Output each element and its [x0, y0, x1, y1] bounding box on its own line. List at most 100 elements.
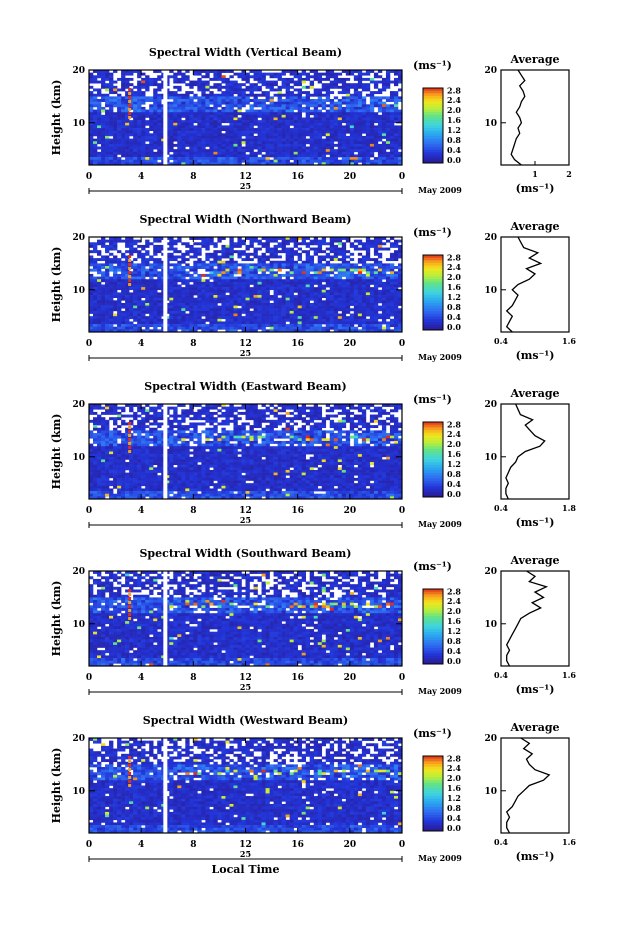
heatmap-cell [89, 135, 94, 139]
heatmap-cell [157, 250, 162, 254]
heatmap-cell [213, 289, 218, 293]
heatmap-cell [221, 109, 226, 113]
heatmap-cell [113, 308, 118, 312]
heatmap-cell [241, 99, 246, 102]
heatmap-cell [313, 70, 319, 73]
heatmap-cell [337, 268, 343, 272]
heatmap-cell [209, 141, 214, 145]
heatmap-cell [117, 260, 122, 264]
heatmap-cell [249, 138, 254, 142]
heatmap-cell [393, 133, 399, 137]
heatmap-cell [93, 96, 98, 100]
heatmap-cell [281, 128, 286, 131]
heatmap-cell [301, 70, 306, 73]
heatmap-cell [389, 273, 395, 277]
heatmap-cell [217, 93, 222, 97]
heatmap-cell [381, 308, 387, 312]
heatmap-cell [353, 122, 359, 126]
heatmap-cell [89, 106, 94, 110]
heatmap-cell [265, 99, 270, 102]
heatmap-cell [237, 255, 242, 259]
heatmap-cell [173, 271, 178, 275]
heatmap-cell [173, 281, 178, 285]
heatmap-cell [289, 112, 294, 116]
heatmap-cell [149, 112, 154, 116]
heatmap-cell [329, 289, 335, 293]
heatmap-cell [253, 237, 258, 240]
heatmap-cell [245, 247, 250, 251]
heatmap-cell [185, 281, 190, 285]
heatmap-cell [233, 146, 238, 150]
heatmap-cell [305, 85, 310, 89]
heatmap-cell [193, 130, 198, 134]
heatmap-cell [317, 130, 323, 134]
heatmap-cell [257, 133, 262, 137]
heatmap-cell [269, 109, 274, 113]
heatmap-cell [373, 101, 379, 105]
heatmap-cell [245, 125, 250, 129]
heatmap-cell [265, 93, 270, 97]
heatmap-cell [141, 276, 146, 280]
heatmap-cell [273, 250, 278, 254]
heatmap-cell [185, 117, 190, 121]
heatmap-cell [233, 130, 238, 134]
heatmap-cell [193, 250, 198, 254]
heatmap-cell [285, 91, 290, 95]
heatmap-cell [321, 242, 327, 246]
heatmap-cell [261, 263, 266, 267]
heatmap-cell [205, 242, 210, 246]
heatmap-cell [221, 292, 226, 296]
heatmap-cell [209, 308, 214, 312]
heatmap-cell [285, 138, 290, 142]
heatmap-cell [117, 318, 122, 322]
heatmap-cell [197, 112, 202, 116]
heatmap-cell [301, 154, 306, 158]
heatmap-cell [293, 151, 298, 155]
heatmap-cell [93, 133, 98, 137]
heatmap-cell [245, 112, 250, 116]
heatmap-cell [365, 133, 371, 137]
heatmap-cell [353, 318, 359, 322]
heatmap-cell [361, 130, 367, 134]
heatmap-cell [213, 279, 218, 283]
heatmap-cell [89, 292, 94, 296]
heatmap-cell [221, 271, 226, 275]
heatmap-cell [361, 279, 367, 283]
heatmap-cell [209, 128, 214, 131]
heatmap-cell [237, 138, 242, 142]
heatmap-cell [345, 130, 351, 134]
heatmap-cell [329, 237, 335, 240]
heatmap-cell [221, 80, 226, 84]
heatmap-cell [201, 88, 206, 92]
heatmap-cell [141, 268, 146, 272]
colorbar-segment [423, 141, 443, 145]
heatmap-cell [93, 297, 98, 301]
heatmap-cell [137, 239, 142, 243]
heatmap-cell [321, 310, 327, 314]
heatmap-cell [245, 329, 250, 333]
heatmap-cell [261, 93, 266, 97]
heatmap-cell [101, 276, 106, 280]
heatmap-cell [185, 287, 190, 291]
heatmap-cell [117, 300, 122, 304]
heatmap-cell [93, 77, 98, 81]
heatmap-cell [289, 141, 294, 145]
heatmap-cell [365, 287, 371, 291]
heatmap-cell [128, 255, 132, 258]
heatmap-cell [225, 321, 230, 325]
heatmap-cell [197, 313, 202, 317]
heatmap-cell [393, 284, 399, 288]
heatmap-cell [369, 318, 375, 322]
heatmap-cell [317, 300, 323, 304]
heatmap-cell [109, 159, 114, 163]
heatmap-cell [269, 146, 274, 150]
heatmap-cell [121, 154, 126, 158]
heatmap-cell [353, 292, 359, 296]
heatmap-cell [265, 80, 270, 84]
heatmap-cell [341, 91, 347, 95]
heatmap-cell [377, 149, 383, 153]
heatmap-cell [137, 130, 142, 134]
heatmap-cell [325, 313, 331, 317]
heatmap-cell [125, 273, 130, 277]
heatmap-cell [341, 244, 347, 248]
